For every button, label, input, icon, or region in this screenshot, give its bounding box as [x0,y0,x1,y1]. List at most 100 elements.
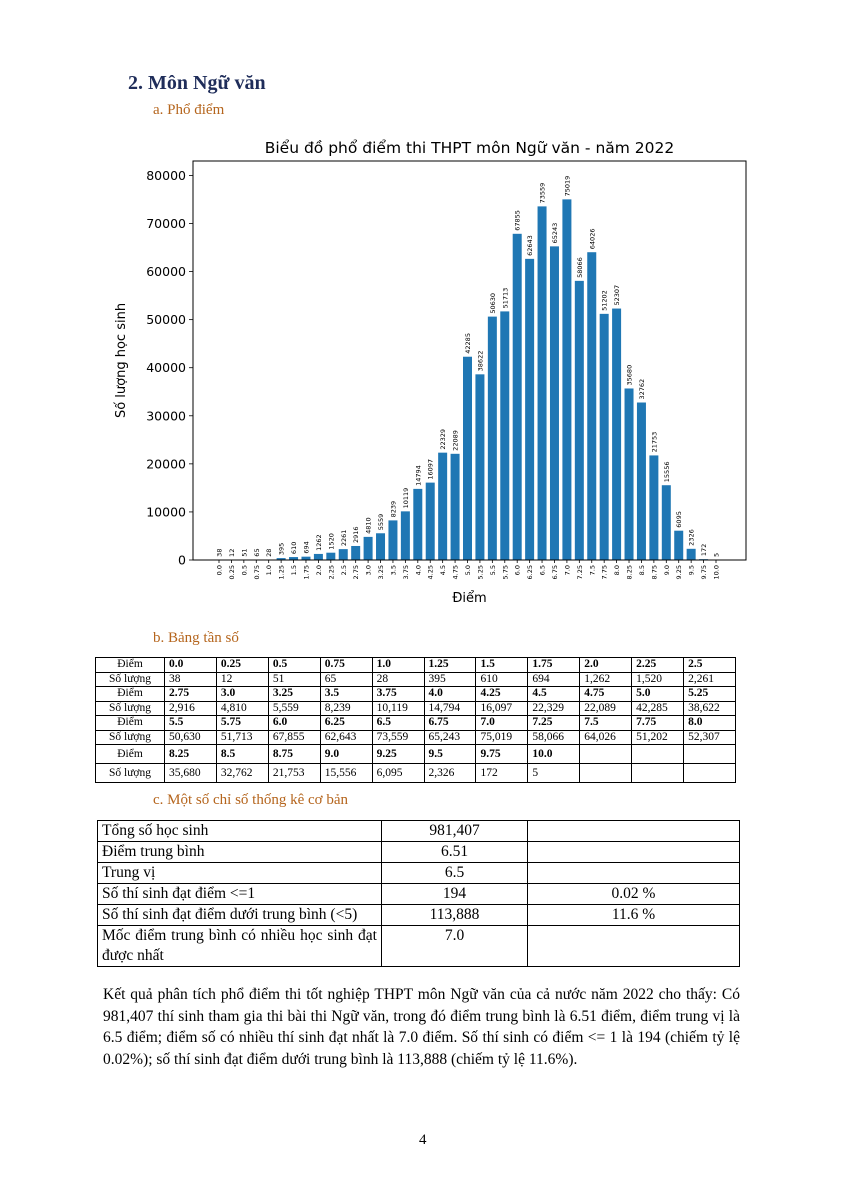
count-cell: 73,559 [371,729,425,745]
bar [363,536,373,560]
count-cell: 694 [527,671,581,687]
score-cell: 6.0 [267,715,321,731]
bar-data-label: 15556 [663,462,671,483]
score-cell: 1.75 [527,657,581,673]
stats-row: Số thí sinh đạt điểm <=1 194 0.02 % [97,883,740,905]
x-tick-label: 4.25 [427,565,435,579]
stats-pct-cell [527,820,740,842]
bar [400,511,410,560]
score-cell: 0.0 [164,657,217,673]
score-cell: 9.25 [371,744,425,764]
score-cell: 1.5 [475,657,529,673]
count-cell: 2,326 [423,763,477,783]
count-cell: 1,520 [631,671,685,687]
count-cell: 58,066 [527,729,581,745]
bar [351,545,361,560]
score-cell: 5.25 [683,686,736,702]
y-tick-label: 60000 [146,264,186,279]
count-cell: 1,262 [579,671,633,687]
x-tick-label: 0.25 [228,565,236,579]
score-row: Điểm 8.25 8.5 8.75 9.0 9.25 9.5 9.75 10.0 [95,744,736,764]
count-cell: 51,713 [215,729,269,745]
x-tick-label: 9.25 [675,565,683,579]
bar-data-label: 8239 [389,501,397,518]
bar [289,557,299,560]
score-cell: 7.75 [631,715,685,731]
x-tick-label: 8.5 [638,565,646,575]
bar [612,308,622,560]
x-tick-label: 7.0 [563,565,571,575]
stats-row: Tổng số học sinh 981,407 [97,820,740,842]
bar-data-label: 4810 [365,517,373,534]
count-cell: 38,622 [683,700,736,716]
row-label: Điểm [95,744,165,764]
bar [463,356,472,560]
x-tick-label: 0.75 [253,565,261,579]
bar-data-label: 2261 [340,530,348,547]
bar-data-label: 38622 [476,351,484,372]
count-cell: 51 [267,671,321,687]
stats-value-cell: 113,888 [381,904,528,926]
stats-value-cell: 6.5 [381,862,528,884]
count-cell: 15,556 [319,763,373,783]
stats-label-cell: Trung vị [97,862,382,884]
x-tick-label: 1.25 [278,565,286,579]
score-cell: 3.25 [267,686,321,702]
count-cell: 50,630 [164,729,217,745]
score-row: Điểm 2.75 3.0 3.25 3.5 3.75 4.0 4.25 4.5 4.75 5.0 5… [95,686,736,702]
stats-pct-cell: 0.02 % [527,883,740,905]
score-row: Điểm 5.5 5.75 6.0 6.25 6.5 6.75 7.0 7.25 7.5 7.75 8… [95,715,736,731]
score-cell: 4.0 [423,686,477,702]
x-tick-label: 3.0 [365,565,373,575]
count-row: Số lượng 50,630 51,713 67,855 62,643 73,559 65… [95,729,736,745]
count-cell: 35,680 [164,763,217,783]
y-tick-label: 80000 [146,168,186,183]
row-label: Điểm [95,715,165,731]
row-label: Điểm [95,657,165,673]
bar-data-label: 52307 [613,285,621,306]
stats-label-cell: Mốc điểm trung bình có nhiều học sinh đạ… [97,925,382,967]
bar [649,455,659,560]
bar-data-label: 22329 [439,429,447,450]
bar-data-label: 610 [290,542,298,554]
count-cell: 2,916 [164,700,217,716]
count-cell: 14,794 [423,700,477,716]
score-cell: 0.5 [267,657,321,673]
stats-label-cell: Số thí sinh đạt điểm dưới trung bình (<5… [97,904,382,926]
x-tick-label: 3.25 [377,565,385,579]
bar-data-label: 1520 [327,533,335,550]
y-tick-label: 70000 [146,216,186,231]
histogram-chart: Biểu đồ phổ điểm thi THPT môn Ngữ văn - … [114,139,747,606]
stats-row: Trung vị 6.5 [97,862,740,884]
bar [500,311,510,560]
bar [388,520,398,560]
score-cell: 2.25 [631,657,685,673]
bar-data-label: 5 [713,553,721,557]
count-row: Số lượng 38 12 51 65 28 395 610 694 1,262 1,520 2,2… [95,671,736,687]
x-tick-label: 0.5 [240,565,248,575]
x-tick-label: 9.0 [663,565,671,575]
x-tick-label: 4.5 [439,565,447,575]
count-cell: 6,095 [371,763,425,783]
bar [686,548,696,560]
count-cell: 28 [371,671,425,687]
x-tick-label: 3.75 [402,565,410,579]
score-cell: 6.5 [371,715,425,731]
x-tick-label: 1.5 [290,565,298,575]
score-cell: 2.5 [683,657,736,673]
bar [574,280,584,560]
stats-row: Mốc điểm trung bình có nhiều học sinh đạ… [97,925,740,967]
plot-frame [192,160,747,561]
bar-data-label: 172 [700,544,708,556]
y-tick-label: 40000 [146,360,186,375]
score-cell: 5.5 [164,715,217,731]
score-cell: 0.75 [319,657,373,673]
bar [301,556,311,560]
bar [413,488,423,560]
bar [313,553,323,560]
stats-label-cell: Điểm trung bình [97,841,382,863]
bar [549,246,559,560]
score-row: Điểm 0.0 0.25 0.5 0.75 1.0 1.25 1.5 1.75 2.0 2.25 2… [95,657,736,673]
score-cell: 2.0 [579,657,633,673]
